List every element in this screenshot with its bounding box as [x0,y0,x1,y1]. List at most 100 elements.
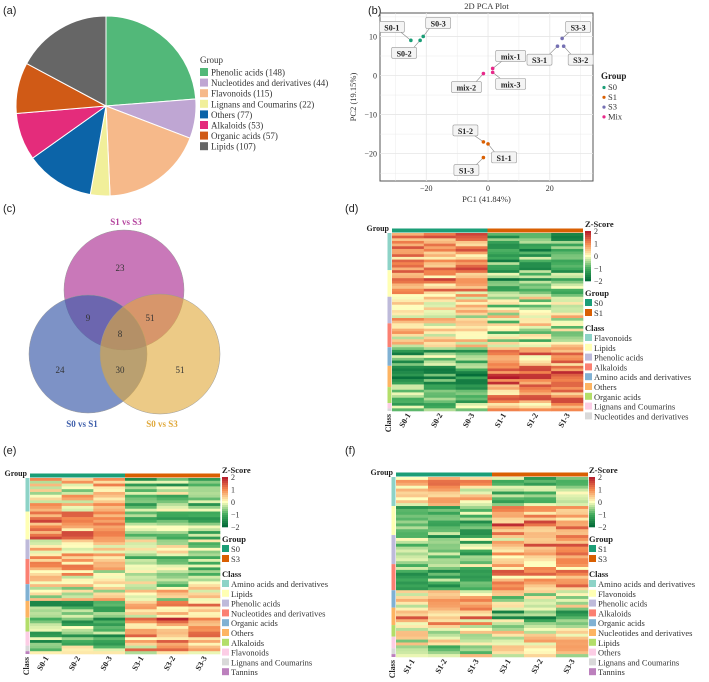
heatmap-cell [125,581,157,585]
heatmap-cell [551,365,584,369]
pca-x-axis-label: PC1 (41.84%) [462,194,511,204]
heatmap-cell [551,264,584,268]
heatmap-cell [188,614,221,618]
heatmap-cell [156,505,189,510]
heatmap-cell [487,256,520,260]
group-legend-swatch [589,545,596,552]
heatmap-cell [492,532,525,536]
heatmap-cell [30,626,62,630]
heatmap-cell [460,604,493,608]
heatmap-cell [556,485,589,489]
heatmap-cell [188,634,221,638]
heatmap-column-label: S0-1 [35,655,50,673]
heatmap-cell [61,586,94,591]
zscore-colorbar-segment [585,271,591,274]
heatmap-cell [188,651,221,655]
heatmap-cell [30,589,62,593]
heatmap-cell [61,628,94,632]
heatmap-cell [423,357,456,361]
zscore-colorbar-segment [589,491,595,494]
heatmap-cell [455,233,488,236]
panel-label-c: (c) [3,203,16,215]
heatmap-cell [455,339,488,343]
class-legend-label: Tannins [598,667,625,677]
heatmap-cell [556,616,589,620]
heatmap-cell [392,379,425,383]
heatmap-cell [519,408,552,412]
heatmap-cell [30,586,62,591]
pie-legend-title: Group [200,55,223,65]
heatmap-cell [156,519,189,523]
heatmap-cell [524,477,557,481]
heatmap-cell [392,395,425,399]
heatmap-cell [455,360,488,364]
heatmap-cell [392,365,425,369]
heatmap-cell [125,634,157,638]
heatmap-cell [93,489,126,493]
heatmap-cell [428,627,461,632]
heatmap-cell [392,371,425,375]
heatmap-cell [125,561,157,565]
heatmap-cell [396,552,429,556]
zscore-colorbar-segment [589,499,595,502]
heatmap-cell [460,526,493,530]
heatmap-cell [188,491,221,496]
zscore-colorbar-segment [222,503,228,506]
pca-point-label: S1-3 [459,167,474,176]
heatmap-cell [125,603,157,607]
heatmap-cell [423,352,456,356]
pca-legend-marker [602,105,606,109]
heatmap-cell [396,494,429,498]
heatmap-cell [93,508,126,512]
heatmap-cell [93,592,126,596]
heatmap-cell [423,307,456,311]
heatmap-cell [524,561,557,565]
heatmap-cell [156,489,189,493]
heatmap-cell [524,610,557,614]
heatmap-cell [460,506,493,510]
heatmap-cell [392,403,425,406]
heatmap-cell [524,578,557,582]
heatmap-cell [156,536,189,540]
heatmap-cell [556,567,589,571]
heatmap-cell [492,500,525,504]
heatmap-cell [428,619,461,623]
heatmap-cell [556,540,589,545]
heatmap-cell [556,558,589,562]
heatmap-cell [556,535,589,539]
heatmap-cell [524,549,557,553]
zscore-colorbar-segment [589,511,595,514]
pca-point-label-box [452,124,479,137]
heatmap-cell [396,578,429,582]
zscore-colorbar-segment [222,501,228,504]
heatmap-cell [492,526,525,530]
heatmap-cell [423,328,456,332]
heatmap-cell [519,381,552,385]
heatmap-cell [125,536,157,540]
heatmap-cell [487,288,520,292]
zscore-colorbar-segment [589,525,595,528]
heatmap-cell [428,540,461,545]
heatmap-cell [423,403,456,406]
heatmap-cell [396,651,429,655]
heatmap-cell [93,586,126,591]
class-legend-label: Others [598,648,621,658]
zscore-colorbar-segment [585,279,591,282]
zscore-colorbar-segment [222,513,228,516]
heatmap-cell [551,248,584,252]
class-annotation-bar [387,270,392,297]
heatmap-cell [519,304,552,308]
class-annotation-bar [387,296,392,324]
zscore-colorbar-segment [585,261,591,264]
heatmap-cell [455,392,488,396]
heatmap-cell [423,286,456,290]
heatmap-cell [93,483,126,487]
zscore-legend-title: Z-Score [222,465,251,475]
heatmap-cell [392,320,425,324]
panel-label-b: (b) [368,5,381,17]
heatmap-cell [487,270,520,274]
heatmap-cell [188,503,221,507]
heatmap-cell [396,532,429,536]
heatmap-cell [487,307,520,311]
heatmap-cell [460,497,493,501]
